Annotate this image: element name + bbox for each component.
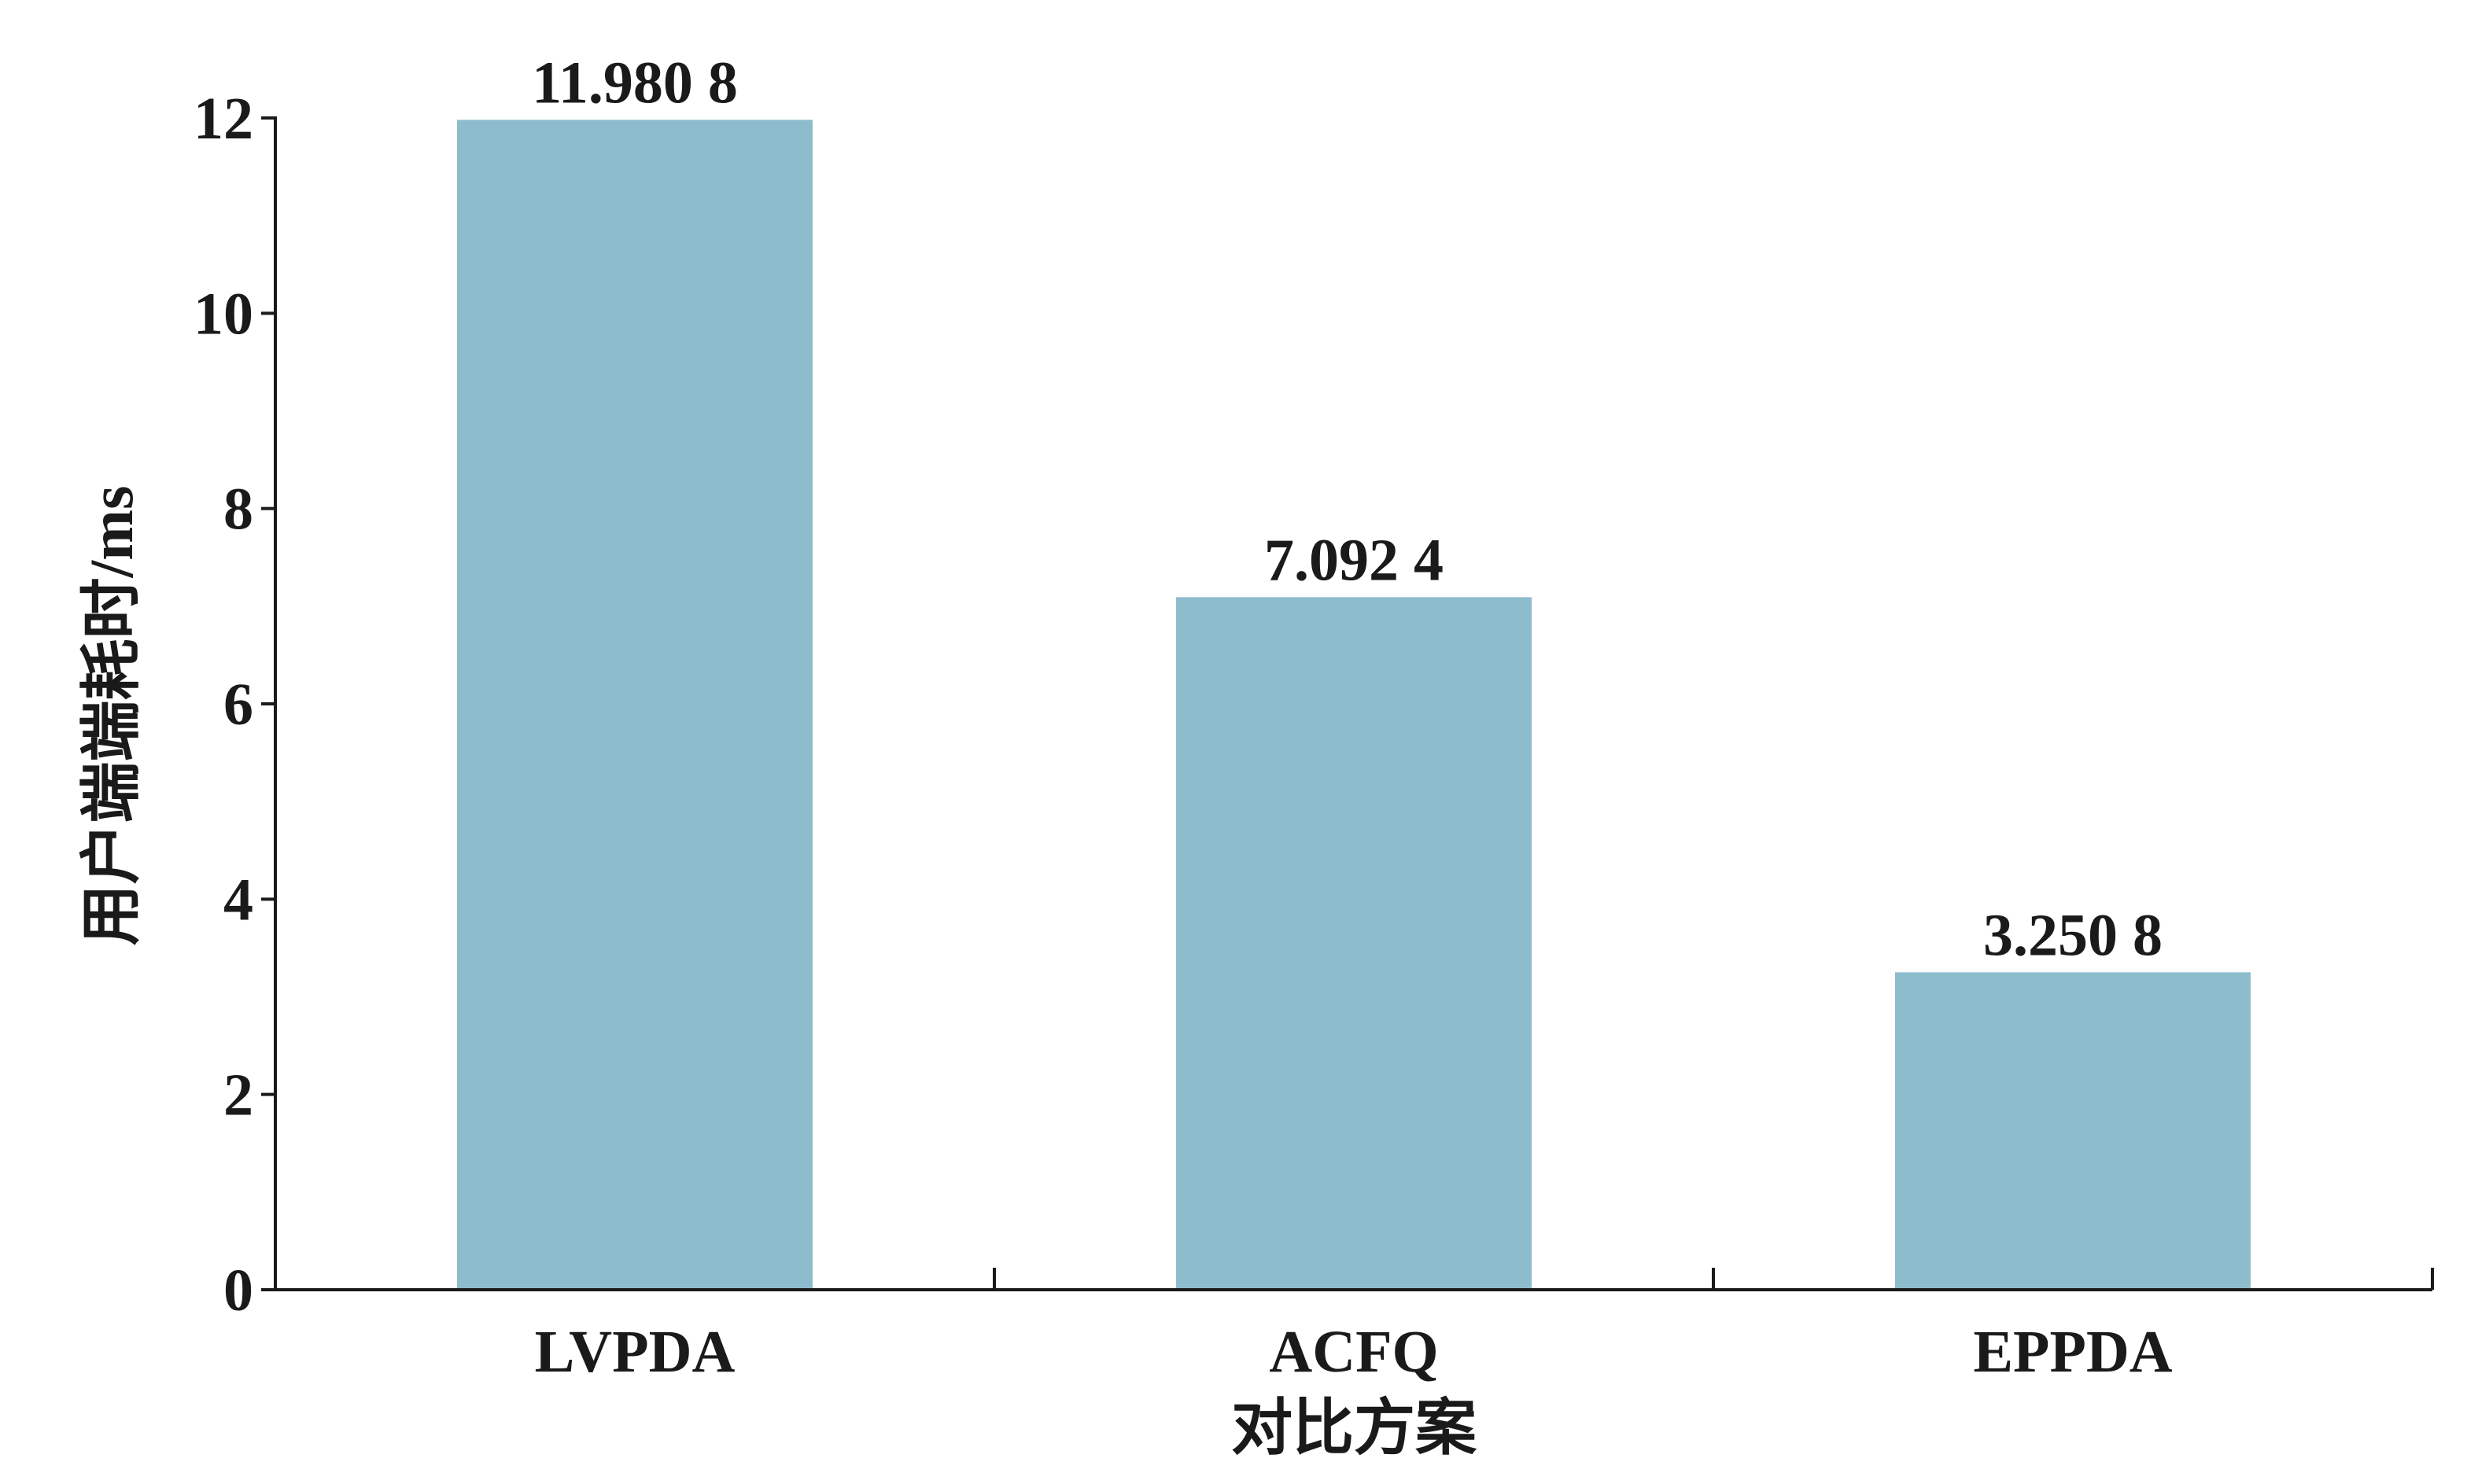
y-tick-label: 8 [223,477,253,543]
y-tick-label: 2 [223,1062,253,1129]
x-axis-title: 对比方案 [1231,1394,1477,1462]
y-tick-label: 6 [223,672,253,738]
bar-acfq [1176,597,1532,1290]
x-category-label-eppda: EPPDA [1973,1319,2172,1385]
data-label-lvpda: 11.980 8 [532,50,738,116]
y-ticks-layer: 0 2 4 6 8 10 12 [194,86,275,1324]
x-category-label-lvpda: LVPDA [535,1319,736,1385]
y-tick-label: 0 [223,1258,253,1324]
y-tick-label: 10 [194,281,253,347]
x-ticks-layer [993,1268,2434,1290]
data-label-eppda: 3.250 8 [1983,902,2163,968]
y-tick-label: 12 [194,86,253,152]
y-tick-label: 4 [223,867,253,933]
bar-lvpda [457,120,813,1290]
labels-layer: 11.980 8 LVPDA 7.092 4 ACFQ 3.250 8 EPPDA [532,50,2173,1385]
bars-layer [457,120,2251,1290]
y-axis-title: 用户端端耗时/ms [77,485,146,945]
data-label-acfq: 7.092 4 [1264,527,1444,593]
x-category-label-acfq: ACFQ [1269,1319,1438,1385]
bar-eppda [1895,972,2251,1290]
